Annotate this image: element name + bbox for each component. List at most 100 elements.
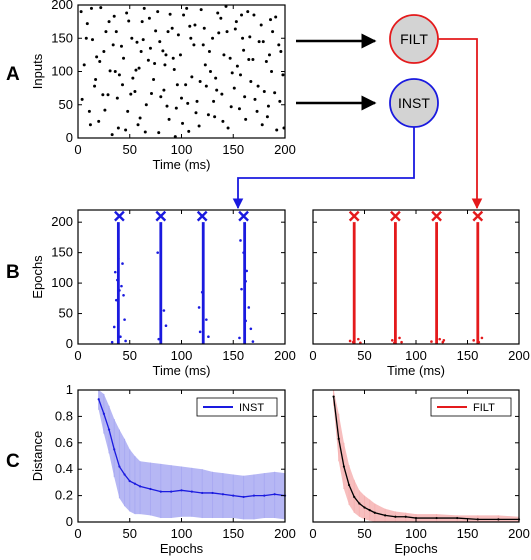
input-spike-point xyxy=(192,43,196,47)
input-spike-point xyxy=(212,99,216,103)
input-spike-point xyxy=(135,40,139,44)
mean-point xyxy=(170,490,173,493)
input-spike-point xyxy=(238,73,242,77)
target-marker xyxy=(114,210,125,222)
input-spike-point xyxy=(198,79,202,83)
input-spike-point xyxy=(130,36,134,40)
plot-frame xyxy=(312,209,520,345)
output-spike-point xyxy=(123,318,126,321)
input-spike-point xyxy=(114,30,118,34)
x-axis-label: Time (ms) xyxy=(387,363,445,378)
input-spike-point xyxy=(190,75,194,79)
input-spike-point xyxy=(199,8,203,12)
legend-box xyxy=(430,397,512,417)
x-tick-label: 50 xyxy=(123,348,137,363)
input-spike-point xyxy=(175,83,179,87)
input-spike-point xyxy=(206,113,210,117)
input-spike-point xyxy=(85,22,89,26)
mean-point xyxy=(373,511,376,514)
x-tick-label: 100 xyxy=(405,348,427,363)
x-axis-label: Time (ms) xyxy=(152,157,210,172)
output-spike-point xyxy=(245,269,249,273)
input-spike-point xyxy=(217,31,221,35)
x-tick-label: 100 xyxy=(171,348,193,363)
input-spike-point xyxy=(252,13,256,17)
y-tick-label: 0.8 xyxy=(55,408,73,423)
mean-point xyxy=(384,514,387,517)
input-spike-point xyxy=(226,126,230,130)
filt-node-label: FILT xyxy=(400,31,428,47)
input-spike-point xyxy=(90,38,94,42)
x-tick-label: 100 xyxy=(171,142,193,157)
mean-point xyxy=(363,506,366,509)
input-spike-point xyxy=(228,56,232,60)
output-spike-point xyxy=(442,339,446,342)
output-spike-point xyxy=(391,339,394,342)
x-tick-label: 200 xyxy=(274,526,296,541)
output-spike-point xyxy=(197,306,201,309)
input-spike-point xyxy=(112,14,116,18)
input-spike-point xyxy=(144,103,148,107)
target-marker xyxy=(348,210,360,222)
output-spike-point xyxy=(162,309,166,312)
input-spike-point xyxy=(197,124,201,128)
mean-point xyxy=(102,412,105,415)
input-spike-point xyxy=(255,109,259,113)
input-spike-point xyxy=(136,123,140,127)
output-spike-point xyxy=(398,336,401,340)
output-spike-point xyxy=(247,306,251,309)
mean-point xyxy=(139,485,142,488)
input-spike-point xyxy=(141,38,145,42)
input-spike-point xyxy=(167,117,171,121)
y-tick-label: 0.2 xyxy=(55,488,73,503)
input-spike-point xyxy=(110,133,114,137)
input-spike-point xyxy=(281,73,285,77)
input-spike-point xyxy=(97,119,101,123)
filt-epochs-raster-plot: 0 50 100 150 200 Time (ms) xyxy=(309,209,530,378)
mean-point xyxy=(221,493,224,496)
target-marker xyxy=(196,210,208,222)
y-axis-label: Inputs xyxy=(30,53,45,89)
input-spike-point xyxy=(253,97,257,101)
output-spike-point xyxy=(110,340,114,344)
output-spike-point xyxy=(249,327,253,331)
input-spike-point xyxy=(246,10,250,14)
input-spike-point xyxy=(259,23,263,27)
legend-label: INST xyxy=(239,402,264,414)
y-tick-label: 100 xyxy=(51,275,73,290)
input-spike-point xyxy=(89,6,93,10)
output-spike-point xyxy=(251,340,255,343)
input-spike-point xyxy=(95,55,99,59)
output-spike-point xyxy=(438,337,441,341)
input-spike-point xyxy=(189,36,193,40)
input-spike-point xyxy=(153,62,157,66)
input-spike-point xyxy=(101,93,105,97)
input-spike-point xyxy=(133,89,137,93)
x-tick-label: 0 xyxy=(309,348,316,363)
input-spike-point xyxy=(249,79,253,83)
mean-point xyxy=(368,509,371,512)
input-spike-point xyxy=(122,56,126,60)
error-band xyxy=(333,390,519,522)
input-spike-point xyxy=(168,12,172,16)
input-spike-point xyxy=(163,63,167,67)
mean-point xyxy=(211,491,214,495)
input-spike-point xyxy=(271,30,275,34)
input-spike-point xyxy=(103,108,107,112)
mean-point xyxy=(394,515,397,518)
y-tick-label: 1 xyxy=(66,382,73,397)
y-tick-label: 0.6 xyxy=(55,435,73,450)
output-spike-point xyxy=(240,287,243,291)
input-spike-point xyxy=(113,70,117,73)
input-spike-point xyxy=(251,58,255,62)
input-spike-point xyxy=(108,69,112,73)
y-tick-label: 50 xyxy=(59,97,73,112)
y-tick-label: 0 xyxy=(66,130,73,145)
input-spike-point xyxy=(152,77,156,81)
x-tick-label: 150 xyxy=(222,348,244,363)
input-spike-point xyxy=(170,26,174,30)
y-axis-label: Epochs xyxy=(30,255,45,299)
y-tick-label: 0 xyxy=(66,514,73,529)
output-spike-point xyxy=(157,337,161,341)
x-tick-label: 100 xyxy=(405,526,427,541)
